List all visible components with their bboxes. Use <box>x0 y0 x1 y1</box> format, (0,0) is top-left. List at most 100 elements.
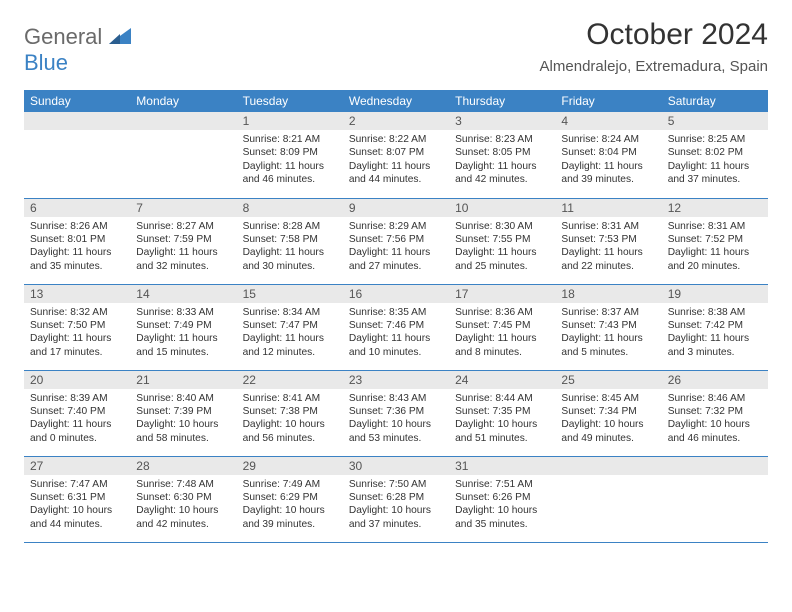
header: General Blue October 2024 Almendralejo, … <box>24 18 768 76</box>
weekday-wednesday: Wednesday <box>343 90 449 112</box>
day-number: 13 <box>24 285 130 303</box>
day-number: 27 <box>24 457 130 475</box>
day-details: Sunrise: 8:41 AMSunset: 7:38 PMDaylight:… <box>237 389 343 450</box>
day-cell-2: 2Sunrise: 8:22 AMSunset: 8:07 PMDaylight… <box>343 112 449 198</box>
day-details: Sunrise: 8:40 AMSunset: 7:39 PMDaylight:… <box>130 389 236 450</box>
day-number: 9 <box>343 199 449 217</box>
day-cell-16: 16Sunrise: 8:35 AMSunset: 7:46 PMDayligh… <box>343 284 449 370</box>
day-number: 2 <box>343 112 449 130</box>
day-cell-29: 29Sunrise: 7:49 AMSunset: 6:29 PMDayligh… <box>237 456 343 542</box>
day-details: Sunrise: 8:25 AMSunset: 8:02 PMDaylight:… <box>662 130 768 191</box>
day-number: 23 <box>343 371 449 389</box>
day-number: 3 <box>449 112 555 130</box>
weekday-saturday: Saturday <box>662 90 768 112</box>
calendar-table: SundayMondayTuesdayWednesdayThursdayFrid… <box>24 90 768 543</box>
day-cell-6: 6Sunrise: 8:26 AMSunset: 8:01 PMDaylight… <box>24 198 130 284</box>
day-cell-4: 4Sunrise: 8:24 AMSunset: 8:04 PMDaylight… <box>555 112 661 198</box>
day-number: 6 <box>24 199 130 217</box>
day-number: 21 <box>130 371 236 389</box>
location-text: Almendralejo, Extremadura, Spain <box>540 58 768 75</box>
day-cell-18: 18Sunrise: 8:37 AMSunset: 7:43 PMDayligh… <box>555 284 661 370</box>
day-number: 10 <box>449 199 555 217</box>
day-details: Sunrise: 7:50 AMSunset: 6:28 PMDaylight:… <box>343 475 449 536</box>
day-details: Sunrise: 7:48 AMSunset: 6:30 PMDaylight:… <box>130 475 236 536</box>
day-cell-21: 21Sunrise: 8:40 AMSunset: 7:39 PMDayligh… <box>130 370 236 456</box>
day-details: Sunrise: 8:46 AMSunset: 7:32 PMDaylight:… <box>662 389 768 450</box>
day-number: 8 <box>237 199 343 217</box>
day-cell-3: 3Sunrise: 8:23 AMSunset: 8:05 PMDaylight… <box>449 112 555 198</box>
day-number: 22 <box>237 371 343 389</box>
day-details: Sunrise: 8:29 AMSunset: 7:56 PMDaylight:… <box>343 217 449 278</box>
day-number <box>662 457 768 475</box>
week-row: 13Sunrise: 8:32 AMSunset: 7:50 PMDayligh… <box>24 284 768 370</box>
day-details: Sunrise: 8:39 AMSunset: 7:40 PMDaylight:… <box>24 389 130 450</box>
week-row: 6Sunrise: 8:26 AMSunset: 8:01 PMDaylight… <box>24 198 768 284</box>
empty-cell <box>555 456 661 542</box>
day-number: 18 <box>555 285 661 303</box>
day-number: 24 <box>449 371 555 389</box>
day-cell-26: 26Sunrise: 8:46 AMSunset: 7:32 PMDayligh… <box>662 370 768 456</box>
day-cell-23: 23Sunrise: 8:43 AMSunset: 7:36 PMDayligh… <box>343 370 449 456</box>
day-number: 14 <box>130 285 236 303</box>
weekday-thursday: Thursday <box>449 90 555 112</box>
day-details: Sunrise: 8:21 AMSunset: 8:09 PMDaylight:… <box>237 130 343 191</box>
day-number <box>555 457 661 475</box>
brand-line1: General <box>24 24 102 49</box>
day-details: Sunrise: 8:43 AMSunset: 7:36 PMDaylight:… <box>343 389 449 450</box>
weekday-header: SundayMondayTuesdayWednesdayThursdayFrid… <box>24 90 768 112</box>
day-details: Sunrise: 8:28 AMSunset: 7:58 PMDaylight:… <box>237 217 343 278</box>
day-details: Sunrise: 8:32 AMSunset: 7:50 PMDaylight:… <box>24 303 130 364</box>
week-row: 20Sunrise: 8:39 AMSunset: 7:40 PMDayligh… <box>24 370 768 456</box>
day-cell-9: 9Sunrise: 8:29 AMSunset: 7:56 PMDaylight… <box>343 198 449 284</box>
day-number: 15 <box>237 285 343 303</box>
day-number: 25 <box>555 371 661 389</box>
day-cell-17: 17Sunrise: 8:36 AMSunset: 7:45 PMDayligh… <box>449 284 555 370</box>
day-number: 5 <box>662 112 768 130</box>
day-details: Sunrise: 7:49 AMSunset: 6:29 PMDaylight:… <box>237 475 343 536</box>
sail-icon <box>109 28 131 44</box>
day-details: Sunrise: 8:36 AMSunset: 7:45 PMDaylight:… <box>449 303 555 364</box>
day-details: Sunrise: 8:31 AMSunset: 7:53 PMDaylight:… <box>555 217 661 278</box>
day-details: Sunrise: 8:44 AMSunset: 7:35 PMDaylight:… <box>449 389 555 450</box>
weekday-sunday: Sunday <box>24 90 130 112</box>
day-details: Sunrise: 8:23 AMSunset: 8:05 PMDaylight:… <box>449 130 555 191</box>
brand-text: General Blue <box>24 24 131 76</box>
title-block: October 2024 Almendralejo, Extremadura, … <box>540 18 768 75</box>
day-details: Sunrise: 8:30 AMSunset: 7:55 PMDaylight:… <box>449 217 555 278</box>
brand-logo: General Blue <box>24 24 131 76</box>
day-number: 17 <box>449 285 555 303</box>
day-details: Sunrise: 8:33 AMSunset: 7:49 PMDaylight:… <box>130 303 236 364</box>
empty-cell <box>662 456 768 542</box>
day-number: 26 <box>662 371 768 389</box>
day-cell-20: 20Sunrise: 8:39 AMSunset: 7:40 PMDayligh… <box>24 370 130 456</box>
day-cell-24: 24Sunrise: 8:44 AMSunset: 7:35 PMDayligh… <box>449 370 555 456</box>
day-number: 31 <box>449 457 555 475</box>
day-cell-14: 14Sunrise: 8:33 AMSunset: 7:49 PMDayligh… <box>130 284 236 370</box>
day-number <box>130 112 236 130</box>
day-number: 1 <box>237 112 343 130</box>
day-number: 28 <box>130 457 236 475</box>
page-title: October 2024 <box>540 18 768 52</box>
day-number: 30 <box>343 457 449 475</box>
day-details: Sunrise: 8:31 AMSunset: 7:52 PMDaylight:… <box>662 217 768 278</box>
week-row: 27Sunrise: 7:47 AMSunset: 6:31 PMDayligh… <box>24 456 768 542</box>
day-details: Sunrise: 7:51 AMSunset: 6:26 PMDaylight:… <box>449 475 555 536</box>
day-details: Sunrise: 8:45 AMSunset: 7:34 PMDaylight:… <box>555 389 661 450</box>
day-number: 16 <box>343 285 449 303</box>
brand-line2: Blue <box>24 50 68 75</box>
day-number <box>24 112 130 130</box>
day-cell-5: 5Sunrise: 8:25 AMSunset: 8:02 PMDaylight… <box>662 112 768 198</box>
weekday-monday: Monday <box>130 90 236 112</box>
day-cell-22: 22Sunrise: 8:41 AMSunset: 7:38 PMDayligh… <box>237 370 343 456</box>
empty-cell <box>130 112 236 198</box>
day-number: 7 <box>130 199 236 217</box>
day-cell-7: 7Sunrise: 8:27 AMSunset: 7:59 PMDaylight… <box>130 198 236 284</box>
day-details: Sunrise: 7:47 AMSunset: 6:31 PMDaylight:… <box>24 475 130 536</box>
week-row: 1Sunrise: 8:21 AMSunset: 8:09 PMDaylight… <box>24 112 768 198</box>
day-details: Sunrise: 8:26 AMSunset: 8:01 PMDaylight:… <box>24 217 130 278</box>
day-cell-19: 19Sunrise: 8:38 AMSunset: 7:42 PMDayligh… <box>662 284 768 370</box>
day-number: 29 <box>237 457 343 475</box>
day-cell-10: 10Sunrise: 8:30 AMSunset: 7:55 PMDayligh… <box>449 198 555 284</box>
day-cell-12: 12Sunrise: 8:31 AMSunset: 7:52 PMDayligh… <box>662 198 768 284</box>
day-cell-15: 15Sunrise: 8:34 AMSunset: 7:47 PMDayligh… <box>237 284 343 370</box>
